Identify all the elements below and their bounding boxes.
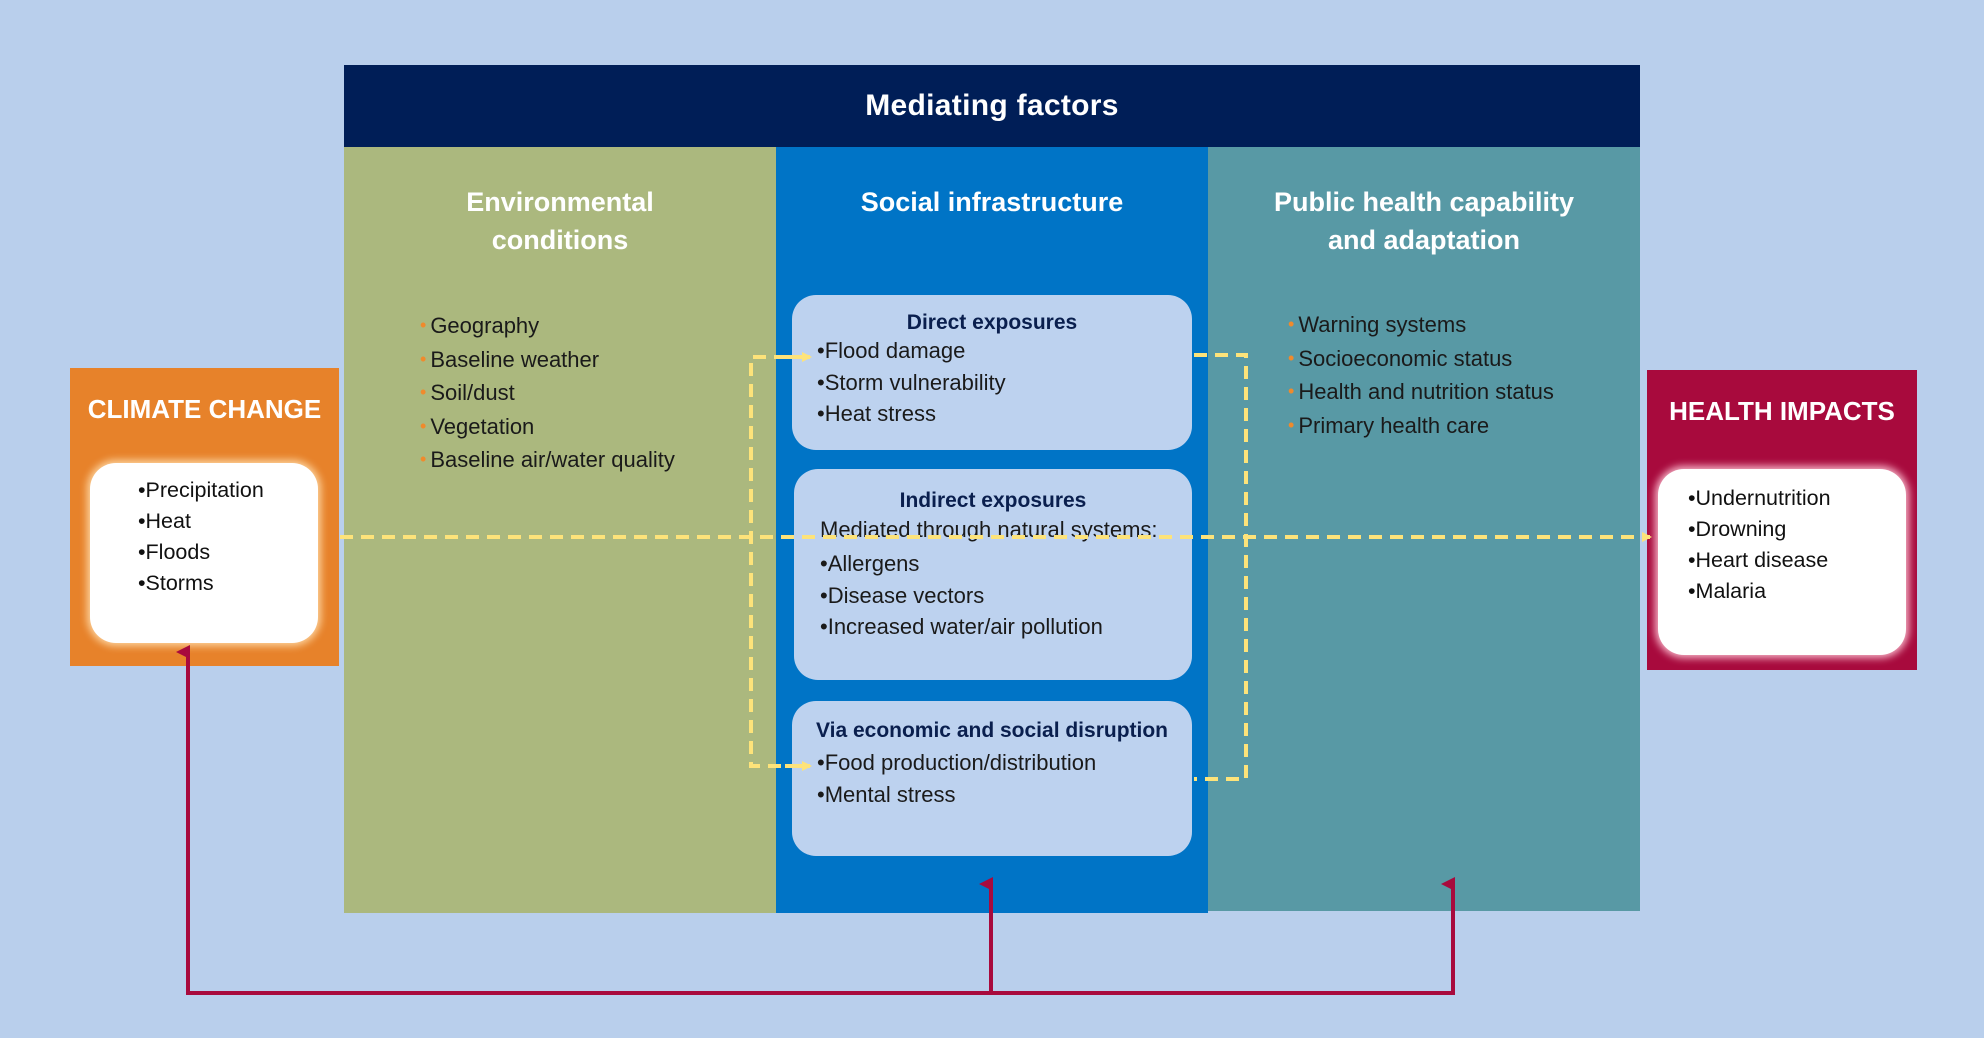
bullet-icon: • xyxy=(1688,486,1696,510)
climate-change-item: •Heat xyxy=(138,509,191,533)
bullet-icon: • xyxy=(820,582,828,608)
health-impact-item: •Heart disease xyxy=(1688,548,1829,572)
health-impact-item: •Drowning xyxy=(1688,517,1787,541)
bullet-icon: • xyxy=(420,315,427,335)
indirect-exposure-item: •Increased water/air pollution xyxy=(820,614,1103,639)
public-health-column: Public health capability and adaptation … xyxy=(1208,147,1640,911)
bullet-icon: • xyxy=(1688,548,1696,572)
direct-exposure-item: •Storm vulnerability xyxy=(817,369,1006,395)
direct-exposure-item: •Flood damage xyxy=(817,338,966,363)
bullet-icon: • xyxy=(1288,381,1295,401)
indirect-exposure-item: •Allergens xyxy=(820,551,920,576)
bullet-icon: • xyxy=(138,571,146,595)
environmental-conditions-list: • Geography • Baseline weather • Soil/dust • Ve… xyxy=(420,310,675,478)
bullet-icon: • xyxy=(1688,579,1696,603)
economic-social-disruption-box: Via economic and social disruption •Food… xyxy=(792,701,1192,856)
health-impact-item: •Malaria xyxy=(1688,579,1767,603)
bullet-icon: • xyxy=(1288,414,1295,435)
left-bracket-connector xyxy=(749,355,808,768)
economic-disruption-item: •Mental stress xyxy=(817,781,956,807)
bullet-icon: • xyxy=(1288,347,1295,368)
environmental-item: • Geography xyxy=(420,313,540,338)
bullet-icon: • xyxy=(420,382,427,402)
environmental-item: • Baseline air/water quality xyxy=(420,447,675,472)
health-impact-item: •Undernutrition xyxy=(1688,486,1831,510)
indirect-exposures-title: Indirect exposures xyxy=(899,489,1087,512)
bullet-icon: • xyxy=(138,478,146,502)
bullet-icon: • xyxy=(420,415,427,436)
public-health-item: • Socioeconomic status xyxy=(1288,345,1513,371)
economic-social-disruption-list: •Food production/distribution •Mental str… xyxy=(817,747,1096,810)
economic-disruption-item: •Food production/distribution xyxy=(817,750,1097,775)
indirect-exposures-list: •Allergens •Disease vectors •Increased wat… xyxy=(820,548,1103,643)
health-impacts-title: HEALTH IMPACTS xyxy=(1669,396,1895,426)
public-health-list: • Warning systems • Socioeconomic status • He… xyxy=(1288,309,1554,443)
climate-change-list: •Precipitation •Heat •Floods •Storms xyxy=(138,475,264,599)
environmental-item: • Baseline weather xyxy=(420,346,600,372)
feedback-loop-arrow xyxy=(186,650,1455,995)
climate-change-inner-panel: •Precipitation •Heat •Floods •Storms xyxy=(90,463,318,643)
climate-change-item: •Precipitation xyxy=(138,478,264,502)
bullet-icon: • xyxy=(1688,517,1696,541)
bullet-icon: • xyxy=(420,348,427,369)
public-health-item: • Health and nutrition status xyxy=(1288,379,1554,404)
health-impacts-inner-panel: •Undernutrition •Drowning •Heart disease •M… xyxy=(1658,469,1906,655)
right-bracket-connector xyxy=(1194,353,1248,781)
environmental-conditions-column: Environmental conditions • Geography • Base… xyxy=(344,147,776,913)
bullet-icon: • xyxy=(817,750,825,775)
direct-exposure-item: •Heat stress xyxy=(817,401,936,426)
mediating-factors-header: Mediating factors xyxy=(344,65,1640,147)
public-health-item: • Primary health care xyxy=(1288,412,1490,438)
environmental-item: • Vegetation xyxy=(420,413,535,439)
public-health-title: Public health capability and adaptation xyxy=(1273,187,1575,255)
indirect-exposure-item: •Disease vectors xyxy=(820,582,985,608)
environmental-item: • Soil/dust xyxy=(420,380,515,405)
mediating-factors-title: Mediating factors xyxy=(865,89,1119,122)
bullet-icon: • xyxy=(820,614,828,639)
climate-change-title: CLIMATE CHANGE xyxy=(87,394,322,424)
social-infrastructure-title: Social infrastructure xyxy=(860,187,1124,217)
indirect-exposures-box: Indirect exposures Mediated through natu… xyxy=(794,469,1192,680)
bullet-icon: • xyxy=(817,338,825,363)
climate-change-item: •Storms xyxy=(138,571,214,595)
public-health-item: • Warning systems xyxy=(1288,312,1467,337)
environmental-conditions-title: Environmental conditions xyxy=(466,187,654,255)
bullet-icon: • xyxy=(817,369,825,395)
direct-exposures-list: •Flood damage •Storm vulnerability •Heat s… xyxy=(817,335,1006,430)
bullet-icon: • xyxy=(1288,314,1295,334)
climate-change-box: CLIMATE CHANGE •Precipitation •Heat •Flood… xyxy=(70,368,339,666)
bullet-icon: • xyxy=(138,509,146,533)
health-impacts-box: HEALTH IMPACTS •Undernutrition •Drowning •… xyxy=(1647,370,1917,670)
health-impacts-list: •Undernutrition •Drowning •Heart disease •M… xyxy=(1688,483,1831,607)
bullet-icon: • xyxy=(138,540,146,564)
bullet-icon: • xyxy=(817,781,825,807)
direct-exposures-box: Direct exposures •Flood damage •Storm vul… xyxy=(792,295,1192,450)
bullet-icon: • xyxy=(420,449,427,469)
economic-social-disruption-title: Via economic and social disruption xyxy=(815,719,1169,742)
direct-exposures-title: Direct exposures xyxy=(906,311,1078,334)
bullet-icon: • xyxy=(820,551,828,576)
bullet-icon: • xyxy=(817,401,825,426)
climate-change-item: •Floods xyxy=(138,540,211,564)
